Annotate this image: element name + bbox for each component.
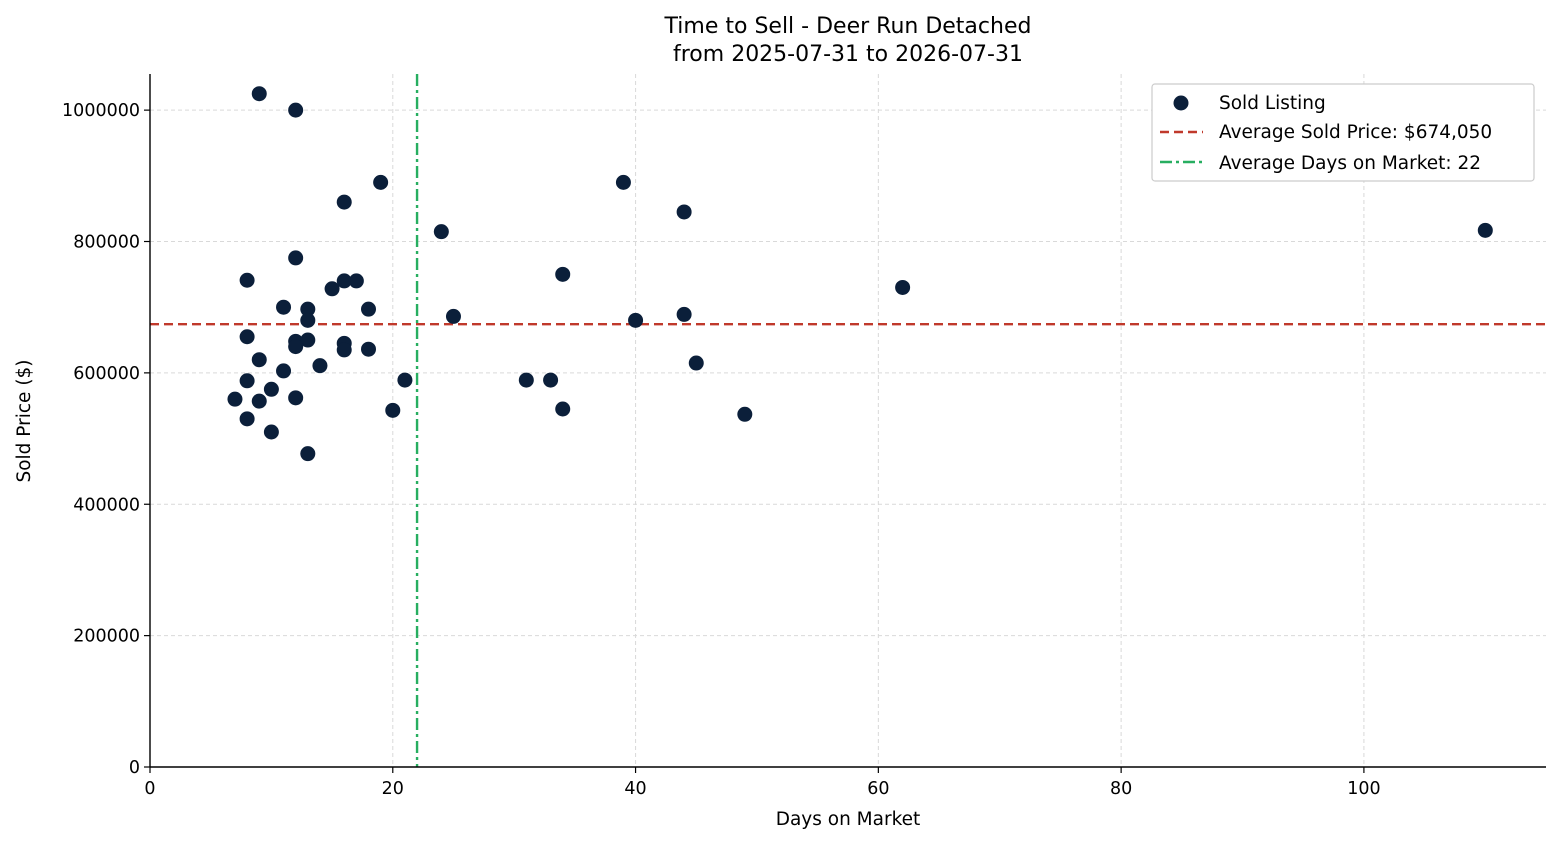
data-point [288, 250, 304, 266]
data-point [312, 358, 328, 374]
data-point [543, 372, 559, 388]
data-point [385, 402, 401, 418]
legend-frame [1151, 83, 1535, 182]
legend-label-sold-listing: Sold Listing [1219, 93, 1326, 114]
data-point [263, 381, 279, 397]
chart-title: Time to Sell - Deer Run Detached [664, 14, 1032, 39]
data-point [676, 204, 692, 220]
y-tick-label: 200000 [73, 627, 140, 647]
x-tick-label: 100 [1347, 779, 1380, 799]
data-point [239, 411, 255, 427]
data-point [555, 401, 571, 417]
data-point [251, 86, 267, 102]
y-tick-label: 600000 [73, 364, 140, 384]
data-point [336, 342, 352, 358]
data-point [227, 391, 243, 407]
x-tick-label: 40 [624, 779, 646, 799]
legend-label-average-days: Average Days on Market: 22 [1219, 153, 1481, 174]
data-points [227, 86, 1493, 462]
data-point [324, 281, 340, 297]
y-ticks: 0 200000 400000 600000 800000 1000000 [62, 101, 150, 778]
data-point [397, 372, 413, 388]
x-tick-label: 60 [867, 779, 889, 799]
data-point [300, 332, 316, 348]
data-point [433, 224, 449, 240]
data-point [361, 341, 377, 357]
legend-marker-sold-listing [1173, 95, 1189, 111]
x-tick-label: 0 [144, 779, 155, 799]
data-point [239, 373, 255, 389]
x-tick-label: 80 [1110, 779, 1132, 799]
data-point [300, 312, 316, 328]
data-point [361, 301, 377, 317]
x-axis-label: Days on Market [776, 809, 921, 830]
data-point [300, 446, 316, 462]
y-axis-label: Sold Price ($) [14, 359, 35, 482]
data-point [239, 329, 255, 345]
data-point [445, 308, 461, 324]
data-point [336, 194, 352, 210]
data-point [1477, 222, 1493, 238]
data-point [288, 339, 304, 355]
data-point [737, 406, 753, 422]
y-tick-label: 1000000 [62, 101, 140, 121]
data-point [895, 279, 911, 295]
y-tick-label: 0 [129, 758, 140, 778]
data-point [276, 363, 292, 379]
legend-label-average-price: Average Sold Price: $674,050 [1219, 122, 1492, 143]
data-point [615, 174, 631, 190]
data-point [676, 306, 692, 322]
y-tick-label: 800000 [73, 233, 140, 253]
y-tick-label: 400000 [73, 495, 140, 515]
legend: Sold Listing Average Sold Price: $674,05… [1151, 83, 1535, 182]
data-point [276, 299, 292, 315]
reference-lines [150, 74, 1546, 767]
x-tick-label: 20 [382, 779, 404, 799]
chart-subtitle: from 2025-07-31 to 2026-07-31 [673, 42, 1023, 67]
data-point [373, 174, 389, 190]
data-point [251, 352, 267, 368]
data-point [348, 273, 364, 289]
grid [150, 74, 1546, 767]
data-point [263, 424, 279, 440]
data-point [300, 301, 316, 317]
data-point [288, 390, 304, 406]
data-point [688, 355, 704, 371]
data-point [239, 272, 255, 288]
axes [149, 74, 1546, 768]
data-point [518, 372, 534, 388]
data-point [336, 273, 352, 289]
data-point [628, 312, 644, 328]
data-point [555, 266, 571, 282]
x-ticks: 0 20 40 60 80 100 [144, 767, 1381, 799]
data-point [251, 393, 267, 409]
data-point [288, 102, 304, 118]
